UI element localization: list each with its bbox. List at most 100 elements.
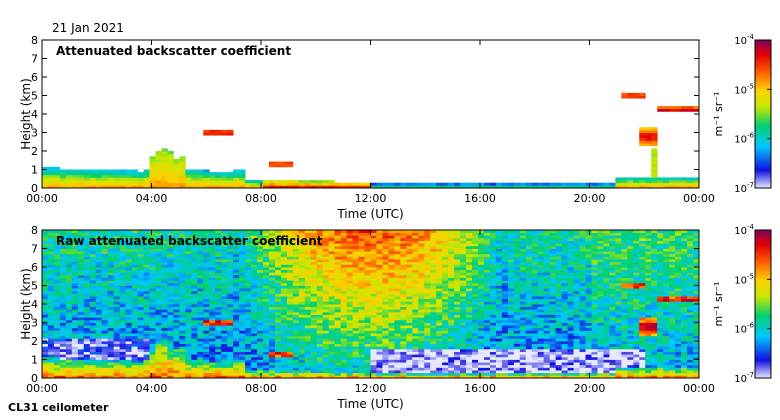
heatmap-cell	[675, 106, 682, 110]
heatmap-cell	[161, 156, 168, 160]
heatmap-cell	[173, 314, 180, 318]
heatmap-cell	[388, 301, 395, 305]
heatmap-cell	[460, 267, 467, 271]
heatmap-cell	[107, 243, 115, 247]
heatmap-cell	[340, 232, 348, 236]
heatmap-cell	[179, 356, 186, 360]
heatmap-cell	[370, 362, 377, 366]
heatmap-cell	[489, 309, 497, 313]
heatmap-cell	[280, 354, 288, 358]
heatmap-cell	[257, 338, 264, 342]
heatmap-cell	[334, 301, 342, 305]
heatmap-cell	[143, 341, 150, 345]
heatmap-cell	[448, 362, 455, 366]
heatmap-cell	[274, 341, 282, 345]
heatmap-cell	[406, 348, 413, 352]
heatmap-cell	[274, 296, 282, 300]
heatmap-cell	[394, 277, 401, 281]
heatmap-cell	[239, 172, 246, 176]
heatmap-cell	[203, 253, 210, 257]
heatmap-cell	[245, 346, 252, 350]
heatmap-cell	[42, 280, 49, 284]
heatmap-cell	[466, 296, 473, 300]
heatmap-cell	[406, 237, 413, 241]
heatmap-cell	[310, 267, 318, 271]
heatmap-cell	[77, 351, 85, 355]
heatmap-cell	[167, 327, 174, 331]
heatmap-cell	[424, 261, 431, 265]
heatmap-cell	[125, 311, 132, 315]
heatmap-cell	[645, 140, 652, 144]
heatmap-cell	[376, 259, 383, 263]
heatmap-cell	[430, 330, 437, 334]
heatmap-cell	[501, 290, 509, 294]
heatmap-cell	[436, 372, 443, 376]
heatmap-cell	[233, 364, 240, 368]
heatmap-cell	[478, 182, 485, 186]
heatmap-cell	[478, 248, 485, 252]
heatmap-cell	[382, 348, 389, 352]
heatmap-cell	[161, 354, 168, 358]
heatmap-cell	[71, 372, 79, 376]
heatmap-cell	[227, 293, 234, 297]
heatmap-cell	[239, 240, 246, 244]
heatmap-cell	[179, 351, 186, 355]
heatmap-cell	[71, 245, 79, 249]
heatmap-cell	[298, 372, 306, 376]
heatmap-cell	[89, 261, 97, 265]
heatmap-cell	[233, 319, 240, 323]
heatmap-cell	[113, 272, 121, 276]
heatmap-cell	[448, 364, 455, 368]
heatmap-cell	[53, 251, 61, 255]
heatmap-cell	[382, 317, 389, 321]
heatmap-cell	[227, 322, 234, 326]
heatmap-cell	[125, 180, 132, 184]
heatmap-cell	[149, 243, 156, 247]
heatmap-cell	[239, 261, 246, 265]
heatmap-cell	[466, 333, 473, 337]
heatmap-cell	[412, 277, 419, 281]
heatmap-cell	[298, 327, 306, 331]
heatmap-cell	[268, 285, 276, 289]
heatmap-cell	[257, 314, 264, 318]
heatmap-cell	[131, 304, 138, 308]
heatmap-cell	[71, 264, 79, 268]
heatmap-cell	[651, 182, 658, 186]
heatmap-cell	[83, 282, 91, 286]
heatmap-cell	[412, 259, 419, 263]
heatmap-cell	[286, 346, 294, 350]
heatmap-cell	[424, 296, 431, 300]
heatmap-cell	[179, 277, 186, 281]
heatmap-cell	[65, 240, 73, 244]
heatmap-cell	[448, 232, 455, 236]
heatmap-cell	[262, 306, 270, 310]
heatmap-cell	[262, 269, 270, 273]
heatmap-cell	[424, 185, 431, 188]
heatmap-cell	[274, 277, 282, 281]
heatmap-cell	[495, 296, 503, 300]
heatmap-cell	[418, 185, 425, 188]
heatmap-cell	[340, 335, 348, 339]
heatmap-cell	[107, 311, 115, 315]
heatmap-cell	[65, 359, 73, 363]
heatmap-cell	[179, 288, 186, 292]
heatmap-cell	[412, 343, 419, 347]
heatmap-cell	[388, 237, 395, 241]
heatmap-cell	[71, 356, 79, 360]
heatmap-cell	[251, 319, 258, 323]
heatmap-cell	[316, 256, 324, 260]
heatmap-cell	[101, 174, 109, 178]
heatmap-cell	[304, 253, 312, 257]
heatmap-cell	[203, 335, 210, 339]
heatmap-cell	[346, 335, 353, 339]
heatmap-cell	[227, 304, 234, 308]
heatmap-cell	[119, 272, 127, 276]
heatmap-cell	[376, 298, 383, 302]
heatmap-cell	[340, 375, 348, 378]
heatmap-cell	[191, 232, 198, 236]
heatmap-cell	[268, 325, 276, 329]
heatmap-cell	[71, 298, 79, 302]
heatmap-cell	[442, 304, 449, 308]
heatmap-cell	[400, 356, 407, 360]
x-tick-label: 20:00	[574, 192, 606, 205]
